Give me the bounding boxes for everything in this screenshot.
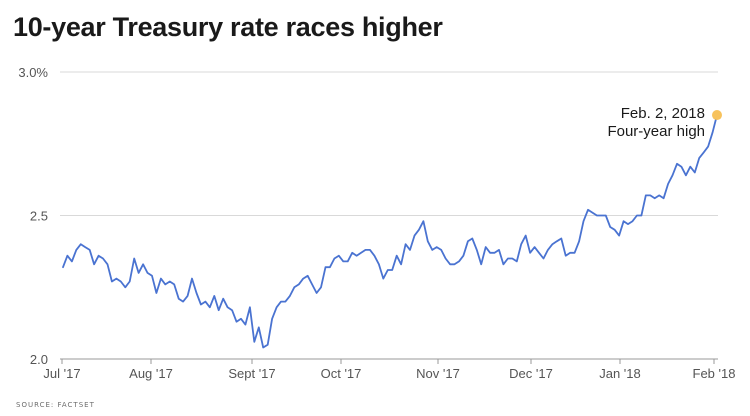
- x-tick-label: Jul '17: [43, 366, 80, 381]
- highlight-point: [712, 110, 722, 121]
- x-tick-label: Dec '17: [509, 366, 553, 381]
- x-tick-label: Aug '17: [129, 366, 173, 381]
- x-tick-label: Nov '17: [416, 366, 460, 381]
- x-tick-label: Sept '17: [228, 366, 275, 381]
- rate-line: [62, 114, 718, 349]
- chart-title: 10-year Treasury rate races higher: [13, 12, 443, 42]
- x-tick-label: Feb '18: [693, 366, 736, 381]
- y-tick-label: 2.5: [30, 209, 48, 224]
- y-tick-label: 2.0: [30, 352, 48, 367]
- source-note: SOURCE: FACTSET: [16, 401, 95, 409]
- x-tick-label: Jan '18: [599, 366, 641, 381]
- y-tick-label: 3.0%: [18, 65, 48, 80]
- x-tick-label: Oct '17: [321, 366, 362, 381]
- annotation-note: Four-year high: [607, 123, 705, 140]
- annotation-date: Feb. 2, 2018: [621, 105, 705, 122]
